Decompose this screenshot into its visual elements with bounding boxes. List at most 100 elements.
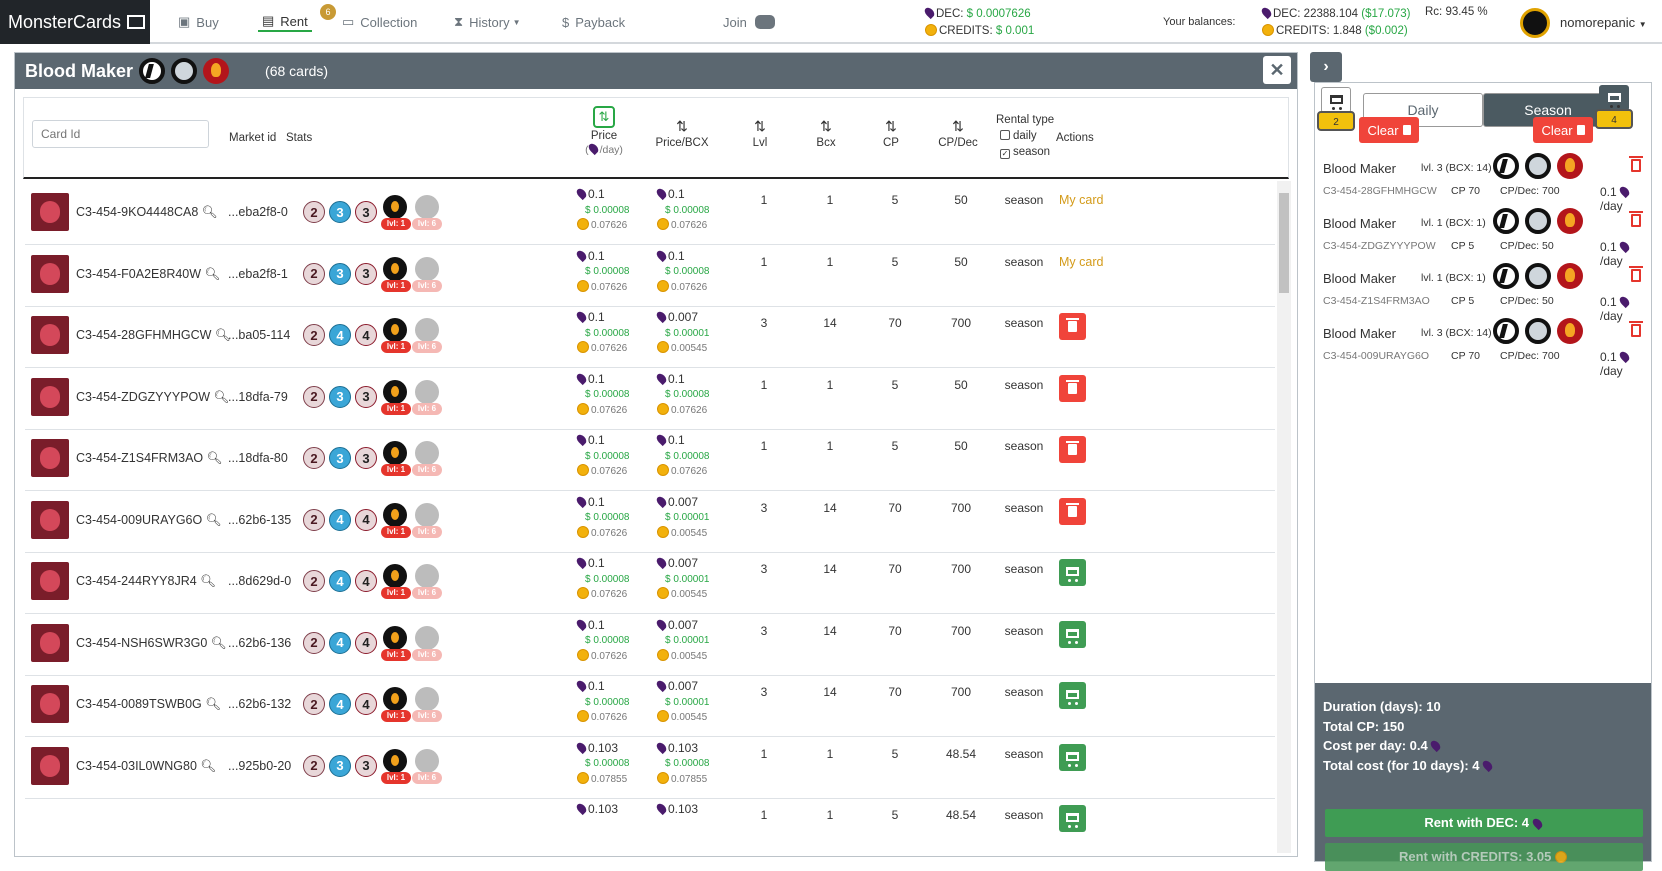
daily-checkbox[interactable]: daily bbox=[996, 128, 1054, 144]
clear-season-button[interactable]: Clear bbox=[1533, 117, 1593, 143]
card-image[interactable] bbox=[31, 254, 69, 293]
rent-with-dec-button[interactable]: Rent with DEC: 4 bbox=[1325, 809, 1643, 837]
card-id: C3-454-28GFHMHGCW 🔍︎ bbox=[76, 328, 231, 343]
add-to-cart-button[interactable] bbox=[1059, 682, 1086, 709]
search-icon[interactable]: 🔍︎ bbox=[214, 328, 231, 342]
bcx-header[interactable]: ⇅ Bcx bbox=[800, 118, 852, 149]
dec-icon bbox=[574, 678, 589, 693]
nav-collection[interactable]: ▭ Collection bbox=[342, 0, 417, 44]
close-button[interactable]: ✕ bbox=[1263, 56, 1291, 84]
nav-buy[interactable]: ▣ Buy bbox=[178, 0, 219, 44]
sidebar-toggle-button[interactable]: › bbox=[1310, 52, 1342, 82]
market-id-header: Market id bbox=[229, 132, 277, 144]
dec-icon bbox=[654, 371, 669, 385]
price-credits-value: 0.07626 bbox=[591, 404, 628, 416]
bcx-dec-value: 0.1 bbox=[668, 248, 685, 263]
scrollbar[interactable] bbox=[1277, 181, 1291, 853]
nav-payback[interactable]: $ Payback bbox=[562, 0, 625, 44]
card-id-input[interactable] bbox=[32, 120, 209, 148]
search-icon[interactable]: 🔍︎ bbox=[201, 205, 218, 219]
price-bcx-label: Price/BCX bbox=[655, 137, 709, 149]
card-image[interactable] bbox=[31, 562, 69, 600]
price-cell: 0.1 $ 0.00008 0.07626 bbox=[574, 186, 630, 234]
join-discord[interactable]: Join bbox=[723, 0, 775, 44]
bcx-cell: 1 bbox=[826, 193, 834, 207]
search-icon[interactable]: 🔍︎ bbox=[206, 451, 223, 465]
search-icon[interactable]: 🔍︎ bbox=[205, 697, 222, 711]
card-image[interactable] bbox=[31, 685, 69, 723]
neutral-element-icon bbox=[1493, 208, 1519, 234]
price-bcx-header[interactable]: ⇅ Price/BCX bbox=[652, 118, 712, 149]
search-icon[interactable]: 🔍︎ bbox=[210, 635, 227, 650]
price-cell: 0.1 $ 0.00008 0.07626 bbox=[574, 371, 630, 419]
ability-icon bbox=[383, 625, 407, 650]
price-bcx-cell: 0.007 $ 0.00001 0.00545 bbox=[654, 494, 710, 542]
add-to-cart-button[interactable] bbox=[1059, 743, 1086, 771]
remove-from-cart-button[interactable] bbox=[1059, 313, 1086, 340]
remove-from-cart-button[interactable] bbox=[1059, 497, 1086, 525]
search-icon[interactable]: 🔍︎ bbox=[205, 512, 222, 527]
remove-item-icon[interactable] bbox=[1629, 321, 1643, 337]
price-dec: 0.1 bbox=[574, 494, 630, 511]
card-image[interactable] bbox=[31, 316, 69, 354]
cp-header[interactable]: ⇅ CP bbox=[865, 118, 917, 149]
nav-history[interactable]: ⧗ History ▼ bbox=[454, 0, 521, 44]
search-icon[interactable]: 🔍︎ bbox=[204, 266, 221, 281]
price-header[interactable]: ⇅ Price (/day) bbox=[584, 106, 624, 156]
rent-with-credits-button[interactable]: Rent with CREDITS: 3.05 bbox=[1325, 843, 1643, 871]
card-image[interactable] bbox=[31, 623, 69, 662]
cp-dec-header[interactable]: ⇅ CP/Dec bbox=[928, 118, 988, 149]
duration-text: Duration (days): 10 bbox=[1323, 699, 1441, 714]
card-image[interactable] bbox=[31, 377, 69, 416]
card-image[interactable] bbox=[31, 746, 69, 785]
card-image[interactable] bbox=[31, 439, 69, 477]
remove-item-icon[interactable] bbox=[1629, 266, 1643, 282]
remove-from-cart-button[interactable] bbox=[1059, 374, 1086, 402]
card-id-text: C3-454-0089TSWB0G bbox=[76, 697, 202, 711]
card-id: C3-454-ZDGZYYYPOW 🔍︎ bbox=[76, 390, 229, 405]
bcx-usd: $ 0.00001 bbox=[657, 510, 710, 526]
cart-item-id: C3-454-28GFHMHGCW bbox=[1323, 185, 1437, 197]
rental-type-cell: season bbox=[1004, 193, 1044, 207]
card-image[interactable] bbox=[31, 500, 69, 539]
add-to-cart-button[interactable] bbox=[1059, 620, 1086, 648]
remove-item-icon[interactable] bbox=[1629, 156, 1643, 172]
stats-header: Stats bbox=[286, 132, 313, 144]
scrollbar-thumb[interactable] bbox=[1279, 193, 1289, 293]
season-checkbox[interactable]: ✓ season bbox=[996, 144, 1054, 160]
remove-from-cart-button[interactable] bbox=[1059, 436, 1086, 463]
panel-title: Blood Maker bbox=[25, 60, 134, 81]
search-icon[interactable]: 🔍︎ bbox=[200, 758, 217, 773]
level-cell: 1 bbox=[760, 746, 768, 761]
price-dec-value: 0.1 bbox=[588, 371, 605, 386]
user-menu[interactable]: nomorepanic ▼ bbox=[1560, 15, 1647, 30]
add-to-cart-button[interactable] bbox=[1059, 559, 1086, 586]
cp-dec-cell: 700 bbox=[950, 623, 972, 638]
price-dec: 0.1 bbox=[574, 555, 630, 572]
daily-label: daily bbox=[1013, 130, 1037, 142]
card-image[interactable] bbox=[31, 193, 69, 231]
credits-icon bbox=[657, 710, 669, 722]
trash-icon bbox=[1066, 502, 1079, 517]
add-to-cart-button[interactable] bbox=[1059, 805, 1086, 832]
total-cost-text: Total cost (for 10 days): 4 bbox=[1323, 757, 1480, 773]
bcx-usd-value: $ 0.00001 bbox=[665, 696, 710, 708]
ability-icon bbox=[383, 256, 407, 281]
price-dec: 0.1 bbox=[574, 186, 630, 203]
season-cart-button[interactable] bbox=[1599, 85, 1629, 111]
cart-item-price: 0.1 /day bbox=[1600, 184, 1648, 213]
avatar[interactable] bbox=[1520, 8, 1550, 38]
search-icon[interactable]: 🔍︎ bbox=[213, 389, 230, 404]
daily-cart-button[interactable] bbox=[1321, 87, 1351, 113]
price-bcx-cell: 0.1 $ 0.00008 0.07626 bbox=[654, 186, 710, 234]
search-icon[interactable]: 🔍︎ bbox=[200, 574, 217, 588]
price-usd-value: $ 0.00008 bbox=[585, 696, 630, 708]
credits-balance: CREDITS: 1.848 ($0.002) bbox=[1262, 23, 1410, 40]
remove-item-icon[interactable] bbox=[1629, 211, 1643, 227]
nav-rent[interactable]: ▤ Rent bbox=[258, 12, 312, 32]
caret-down-icon: ▼ bbox=[1638, 20, 1647, 29]
clear-daily-button[interactable]: Clear bbox=[1359, 117, 1419, 143]
lvl-header[interactable]: ⇅ Lvl bbox=[734, 118, 786, 149]
cp-dec-cell: 50 bbox=[954, 254, 968, 269]
brand-logo[interactable]: MonsterCards bbox=[0, 0, 150, 44]
